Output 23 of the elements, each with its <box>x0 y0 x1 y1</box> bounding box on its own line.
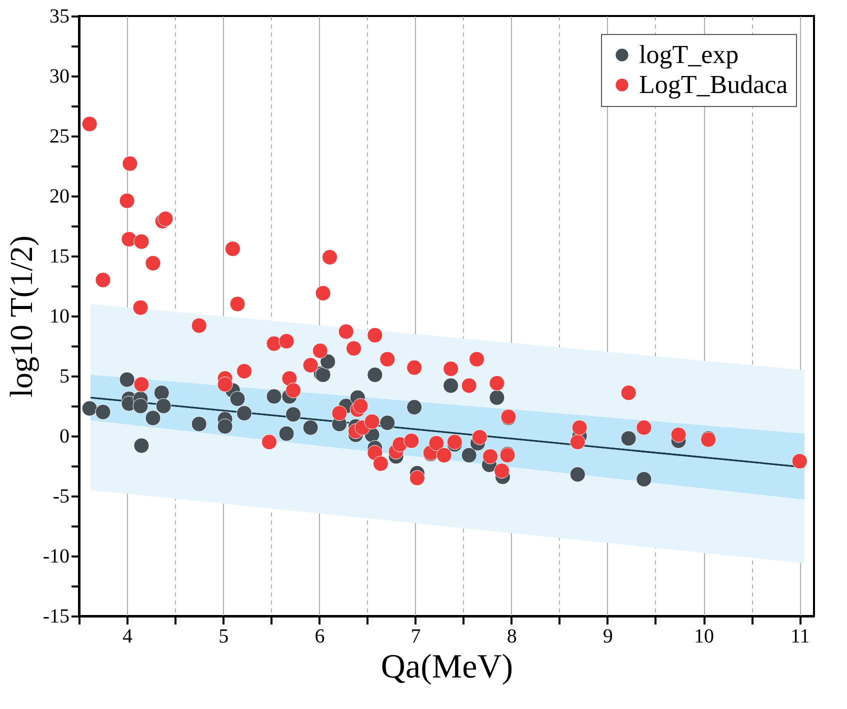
x-tick-label: 5 <box>218 626 229 648</box>
y-tick-label: 0 <box>60 426 70 448</box>
y-tick-label: 10 <box>50 306 70 328</box>
y-axis-title: log10 T(1/2) <box>2 235 39 398</box>
y-tick-label: 20 <box>50 186 70 208</box>
y-tick-label: 30 <box>50 66 70 88</box>
y-tick-label: 35 <box>50 6 70 28</box>
y-tick-label: 15 <box>50 246 70 268</box>
x-axis-title: Qa(MeV) <box>380 648 514 686</box>
y-tick-label: -15 <box>42 606 70 628</box>
legend-label: logT_exp <box>639 40 739 69</box>
legend-label: LogT_Budaca <box>639 70 788 99</box>
y-tick-label: 5 <box>60 366 70 388</box>
x-tick-label: 9 <box>602 626 613 648</box>
y-tick-label: -10 <box>42 546 70 568</box>
x-tick-label: 10 <box>694 626 714 648</box>
y-tick-label: 25 <box>50 126 70 148</box>
x-tick-label: 4 <box>122 626 133 648</box>
x-tick-label: 6 <box>314 626 325 648</box>
x-tick-label: 7 <box>410 626 421 648</box>
x-tick-label: 8 <box>506 626 517 648</box>
y-tick-label: -5 <box>52 486 70 508</box>
x-tick-label: 11 <box>790 626 810 648</box>
